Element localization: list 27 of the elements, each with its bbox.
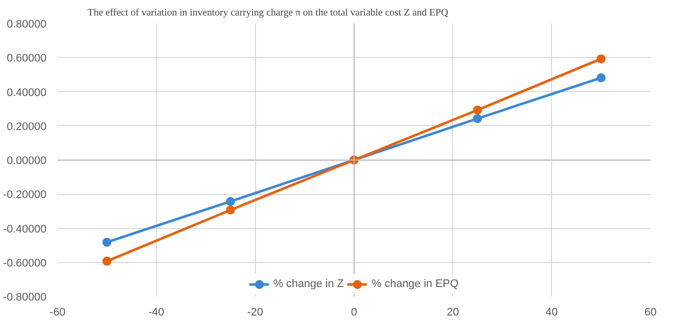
point	[226, 196, 235, 206]
x-tick-label: -60	[50, 306, 66, 318]
point	[596, 54, 606, 64]
y-tick-label: 0.60000	[6, 52, 47, 65]
point	[473, 106, 482, 114]
x-tick-label: -40	[148, 306, 164, 318]
y-tick-label: 0.80000	[6, 18, 47, 30]
y-tick-label: -0.20000	[3, 189, 47, 202]
y-tick-label: 0.00000	[6, 155, 47, 167]
x-tick-label: 40	[546, 306, 558, 318]
y-tick-label: 0.20000	[6, 120, 47, 133]
point	[226, 206, 235, 214]
legend-label: % change in EPQ	[372, 278, 459, 290]
x-tick-label: 60	[644, 306, 657, 318]
point	[473, 114, 482, 124]
point	[596, 73, 606, 82]
x-tick-label: 0	[350, 306, 358, 318]
y-tick-label: 0.40000	[6, 86, 47, 99]
y-tick-label: -0.40000	[3, 223, 47, 236]
point	[102, 238, 112, 247]
y-tick-label: -0.80000	[3, 292, 47, 304]
legend-label: % change in Z	[273, 278, 344, 290]
y-tick-label: -0.60000	[3, 257, 47, 270]
x-tick-label: -20	[247, 306, 264, 318]
x-tick-label: 20	[446, 306, 459, 318]
chart-title: The effect of variation in inventory carrying charge π on the total variable cost Z and EPQ	[88, 8, 449, 18]
point	[102, 256, 112, 266]
